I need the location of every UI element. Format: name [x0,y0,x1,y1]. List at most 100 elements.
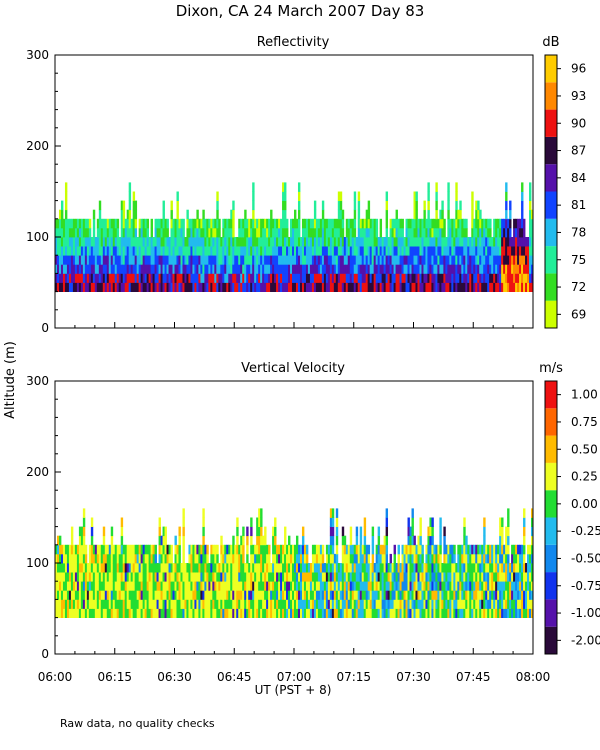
heatmap-cell [210,581,213,591]
heatmap-cell [186,599,189,609]
heatmap-cell [280,282,283,292]
heatmap-cell [335,590,339,600]
heatmap-cell [144,608,148,618]
heatmap-cell [204,264,207,274]
heatmap-cell [148,264,151,274]
heatmap-cell [325,563,329,573]
heatmap-cell [92,282,96,292]
heatmap-cell [307,218,311,229]
heatmap-cell [216,282,219,292]
heatmap-cell [158,246,161,256]
heatmap-cell [78,535,82,546]
heatmap-cell [236,237,239,247]
heatmap-cell [212,563,215,573]
heatmap-cell [455,572,458,582]
heatmap-cell [166,553,169,564]
heatmap-cell [288,237,291,247]
heatmap-cell [473,544,476,555]
heatmap-cell [449,246,452,256]
heatmap-cell [222,608,225,618]
heatmap-cell [475,227,478,238]
heatmap-cell [445,599,448,609]
heatmap-cell [134,282,138,292]
heatmap-cell [429,581,432,591]
heatmap-cell [317,237,321,247]
heatmap-cell [519,608,522,618]
heatmap-cell [329,535,333,546]
heatmap-cell [329,563,333,573]
heatmap-cell [345,572,349,582]
heatmap-cell [234,608,237,618]
heatmap-cell [441,563,444,573]
colorbar-segment [545,218,557,247]
heatmap-cell [92,264,96,274]
heatmap-cell [355,526,359,537]
heatmap-cell [421,264,424,274]
heatmap-cell [483,273,486,283]
heatmap-cell [252,563,255,573]
heatmap-cell [471,227,474,238]
heatmap-cell [292,237,295,247]
heatmap-cell [116,590,120,600]
heatmap-cell [254,255,257,265]
heatmap-cell [286,563,289,573]
heatmap-cell [264,553,267,564]
heatmap-cell [110,282,114,292]
heatmap-cell [493,237,496,247]
heatmap-cell [419,246,422,256]
heatmap-cell [453,572,456,582]
heatmap-cell [433,237,436,247]
heatmap-cell [359,273,363,283]
heatmap-cell [387,264,390,274]
heatmap-cell [86,572,90,582]
heatmap-cell [62,599,66,609]
heatmap-cell [134,218,138,229]
heatmap-cell [198,282,201,292]
heatmap-cell [194,218,197,229]
heatmap-cell [393,282,396,292]
heatmap-cell [116,553,120,564]
heatmap-cell [517,572,520,582]
heatmap-cell [56,227,60,238]
heatmap-cell [176,599,179,609]
heatmap-cell [323,581,327,591]
heatmap-cell [264,237,267,247]
velocity-title: Vertical Velocity [241,361,345,376]
heatmap-cell [214,273,217,283]
heatmap-cell [481,273,484,283]
heatmap-cell [158,581,161,591]
heatmap-cell [461,572,464,582]
heatmap-cell [451,563,454,573]
heatmap-cell [64,227,68,238]
heatmap-cell [174,264,177,274]
heatmap-cell [294,273,297,283]
heatmap-cell [473,590,476,600]
heatmap-cell [329,572,333,582]
heatmap-cell [158,273,161,283]
heatmap-cell [517,599,520,609]
heatmap-cell [415,227,418,238]
heatmap-cell [319,255,323,265]
heatmap-cell [299,544,303,555]
heatmap-cell [206,599,209,609]
heatmap-cell [146,608,150,618]
heatmap-cell [395,218,398,229]
heatmap-cell [407,237,410,247]
heatmap-cell [66,599,70,609]
heatmap-cell [319,563,323,573]
heatmap-cell [88,264,92,274]
heatmap-cell [319,608,323,618]
heatmap-cell [329,508,333,518]
heatmap-cell [74,246,78,256]
heatmap-cell [88,273,92,283]
heatmap-cell [108,237,112,247]
heatmap-cell [98,218,102,229]
heatmap-cell [393,590,396,600]
heatmap-cell [290,255,293,265]
heatmap-cell [307,255,311,265]
heatmap-cell [182,553,185,564]
heatmap-cell [417,608,420,618]
heatmap-cell [62,563,66,573]
heatmap-cell [232,572,235,582]
